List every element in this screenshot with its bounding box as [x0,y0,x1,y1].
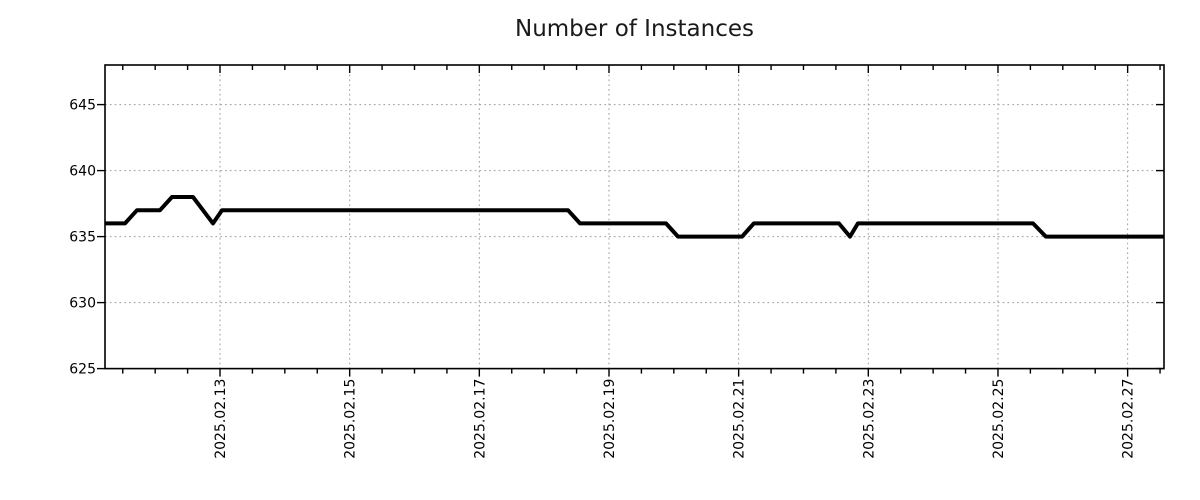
plot-border [104,64,1165,370]
data-line-instances [105,195,1164,239]
x-tick-label: 2025.02.15 [343,379,359,459]
y-tick-label: 630 [69,296,96,312]
y-tick-label: 645 [69,98,96,114]
x-tick-label: 2025.02.19 [602,379,618,459]
y-tick-label: 625 [69,362,96,378]
x-tick-label: 2025.02.21 [732,379,748,459]
x-tick-label: 2025.02.13 [213,379,229,459]
y-tick-label: 640 [69,164,96,180]
y-tick-label: 635 [69,230,96,246]
chart-title: Number of Instances [515,16,754,42]
plot-area: 625 630 635 640 645 2025.02.13 2025.02.15 2025.… [69,64,1165,459]
x-tick-label: 2025.02.27 [1121,379,1137,459]
x-tick-label: 2025.02.17 [472,379,488,459]
x-tick-label: 2025.02.23 [861,379,877,459]
x-tick-label: 2025.02.25 [991,379,1007,459]
